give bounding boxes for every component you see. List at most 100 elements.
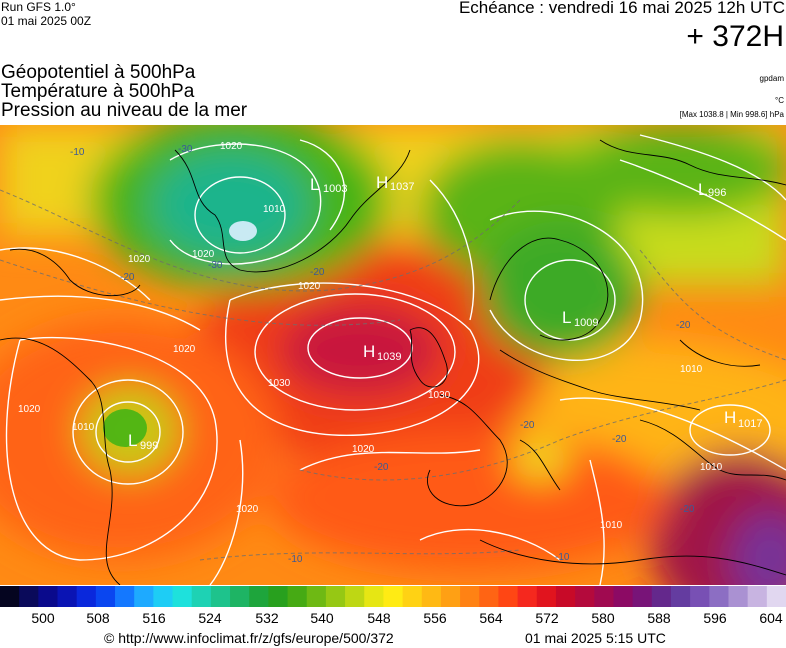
scale-tick: 572 — [535, 610, 559, 626]
coastlines — [0, 139, 786, 585]
scale-swatch — [421, 586, 442, 607]
isobar-label: 1020 — [128, 254, 151, 265]
scale-tick: 524 — [198, 610, 222, 626]
isobar-label: 1030 — [428, 390, 451, 401]
scale-swatch — [460, 586, 480, 607]
source-url[interactable]: © http://www.infoclimat.fr/z/gfs/europe/… — [104, 630, 394, 646]
scale-swatch — [632, 586, 653, 607]
height-field — [0, 125, 786, 585]
scale-swatch — [268, 586, 289, 607]
map-titles: Géopotentiel à 500hPa Température à 500h… — [1, 63, 247, 120]
forecast-valid-time: Echéance : vendredi 16 mai 2025 12h UTC — [458, 0, 785, 17]
scale-swatch — [38, 586, 59, 607]
high-center-value: 1037 — [390, 181, 414, 193]
scale-swatch — [517, 586, 538, 607]
scale-tick: 596 — [703, 610, 727, 626]
isobar-label: 1030 — [268, 378, 291, 389]
scale-swatch — [728, 586, 749, 607]
isobar-labels: 1020 1010 1020 1020 1020 1020 1030 1030 … — [18, 141, 723, 531]
scale-swatch — [766, 586, 786, 607]
scale-tick: 508 — [86, 610, 110, 626]
temperature-label: -20 — [612, 434, 627, 445]
color-scale — [0, 586, 786, 607]
scale-swatch — [306, 586, 327, 607]
scale-tick: 604 — [759, 610, 783, 626]
isobar-label: 1010 — [263, 204, 286, 215]
scale-swatch — [249, 586, 269, 607]
weather-map: L 1003 H 1037 H 1039 L 999 L 1009 H 1017… — [0, 125, 786, 585]
high-center-value: 1017 — [738, 418, 762, 430]
scale-swatch — [651, 586, 672, 607]
scale-swatch — [575, 586, 595, 607]
scale-tick: 580 — [591, 610, 615, 626]
isotherms — [0, 189, 786, 561]
scale-swatch — [76, 586, 97, 607]
scale-swatch — [690, 586, 710, 607]
scale-tick: 556 — [423, 610, 447, 626]
scale-tick: 588 — [647, 610, 671, 626]
scale-swatch — [287, 586, 308, 607]
temperature-label: -20 — [310, 267, 325, 278]
scale-swatch — [402, 586, 423, 607]
isobar-label: 1010 — [700, 462, 723, 473]
low-center-label: L — [310, 175, 319, 194]
unit-pressure-range: [Max 1038.8 | Min 998.6] hPa — [679, 110, 784, 119]
scale-swatch — [19, 586, 39, 607]
low-center-label: L — [128, 431, 137, 450]
scale-swatch — [498, 586, 519, 607]
scale-swatch — [536, 586, 557, 607]
scale-swatch — [172, 586, 193, 607]
low-center-value: 1003 — [323, 183, 347, 195]
scale-tick: 516 — [142, 610, 166, 626]
scale-swatch — [134, 586, 154, 607]
scale-swatch — [115, 586, 135, 607]
scale-swatch — [364, 586, 385, 607]
high-center-label: H — [724, 408, 736, 427]
scale-swatch — [230, 586, 250, 607]
temperature-label: -20 — [520, 420, 535, 431]
unit-temperature: °C — [775, 96, 784, 105]
run-info: Run GFS 1.0° 01 mai 2025 00Z — [1, 0, 91, 28]
scale-swatch — [210, 586, 231, 607]
scale-swatch — [440, 586, 461, 607]
isobar-label: 1020 — [192, 249, 215, 260]
temperature-label: -30 — [208, 260, 223, 271]
temperature-label: -10 — [288, 554, 303, 565]
scale-swatch — [57, 586, 78, 607]
run-date: 01 mai 2025 00Z — [1, 14, 92, 28]
temperature-labels: -30 -20 -20 -30 -20 -10 -20 -20 -20 -20 … — [70, 144, 695, 565]
unit-geopotential: gpdam — [759, 74, 784, 83]
scale-swatch — [613, 586, 634, 607]
isobar-label: 1010 — [72, 422, 95, 433]
isobar-label: 1020 — [298, 281, 321, 292]
scale-swatch — [345, 586, 365, 607]
run-model: Run GFS 1.0° — [1, 0, 76, 14]
low-center-value: 1009 — [574, 317, 598, 329]
scale-swatch — [153, 586, 174, 607]
scale-swatch — [191, 586, 212, 607]
scale-swatch — [555, 586, 576, 607]
temperature-label: -10 — [555, 552, 570, 563]
scale-tick: 564 — [479, 610, 503, 626]
temperature-label: -30 — [178, 144, 193, 155]
scale-swatch — [95, 586, 116, 607]
scale-swatch — [0, 586, 20, 607]
isobar-label: 1010 — [600, 520, 623, 531]
pressure-centers: L 1003 H 1037 H 1039 L 999 L 1009 H 1017… — [128, 173, 762, 452]
scale-tick: 548 — [367, 610, 391, 626]
high-center-value: 1039 — [377, 351, 401, 363]
title-geopotential: Géopotentiel à 500hPa — [1, 62, 196, 83]
isobar-label: 1020 — [18, 404, 41, 415]
title-temperature: Température à 500hPa — [1, 81, 195, 102]
isobar-label: 1010 — [680, 364, 703, 375]
scale-swatch — [383, 586, 404, 607]
high-center-label: H — [376, 173, 388, 192]
isobar-label: 1020 — [352, 444, 375, 455]
temperature-label: -20 — [680, 504, 695, 515]
low-center-value: 999 — [140, 440, 158, 452]
isobar-label: 1020 — [236, 504, 259, 515]
title-pressure: Pression au niveau de la mer — [1, 100, 248, 121]
scale-swatch — [594, 586, 615, 607]
low-center-value: 996 — [708, 187, 726, 199]
low-center-label: L — [562, 308, 571, 327]
